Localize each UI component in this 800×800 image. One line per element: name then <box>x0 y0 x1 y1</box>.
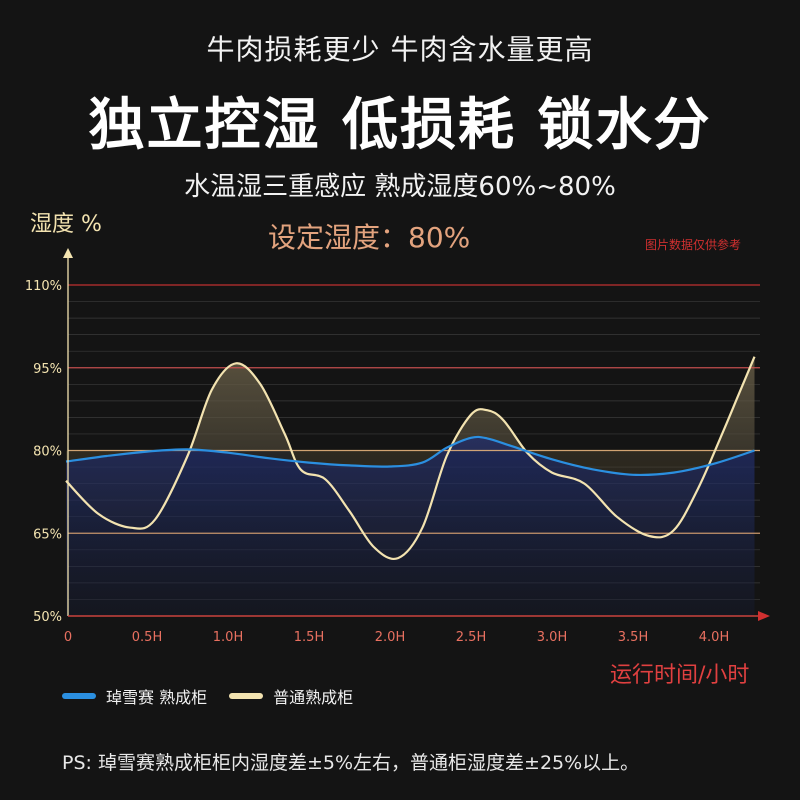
x-tick-label: 2.0H <box>375 630 405 645</box>
y-tick-label: 65% <box>33 527 62 542</box>
x-tick-label: 4.0H <box>699 630 729 645</box>
y-tick-label: 50% <box>33 610 62 625</box>
legend-label-blue: 琸雪赛 熟成柜 <box>106 688 208 707</box>
tagline: 水温湿三重感应 熟成湿度60%~80% <box>184 172 616 202</box>
y-tick-label: 110% <box>25 279 62 294</box>
x-tick-label: 0.5H <box>132 630 162 645</box>
setpoint-annotation: 设定湿度：80% <box>268 221 471 254</box>
x-axis-arrow <box>758 611 770 621</box>
footnote: PS: 琸雪赛熟成柜柜内湿度差±5%左右，普通柜湿度差±25%以上。 <box>62 752 640 774</box>
x-tick-label: 0 <box>64 630 72 645</box>
x-tick-label: 3.0H <box>537 630 567 645</box>
subtitle: 牛肉损耗更少 牛肉含水量更高 <box>206 33 594 66</box>
legend-label-cream: 普通熟成柜 <box>273 688 354 707</box>
y-axis-label: 湿度 % <box>30 212 102 237</box>
x-tick-label: 1.5H <box>294 630 324 645</box>
legend-item-cream: 普通熟成柜 <box>229 684 353 708</box>
chart-legend: 琸雪赛 熟成柜 普通熟成柜 <box>62 684 375 708</box>
x-axis-label: 运行时间/小时 <box>610 663 750 688</box>
legend-item-blue: 琸雪赛 熟成柜 <box>62 684 207 708</box>
series-line-standard <box>65 356 756 560</box>
y-tick-label: 95% <box>33 362 62 377</box>
y-axis-arrow <box>63 248 73 258</box>
y-tick-label: 80% <box>33 445 62 460</box>
x-tick-label: 3.5H <box>618 630 648 645</box>
series-line-zhuoxuesai <box>65 435 755 477</box>
legend-swatch-blue <box>62 693 96 699</box>
disclaimer-note: 图片数据仅供参考 <box>645 238 742 252</box>
x-tick-label: 1.0H <box>213 630 243 645</box>
area-cream <box>66 356 755 559</box>
legend-swatch-cream <box>229 693 264 699</box>
x-tick-label: 2.5H <box>456 630 486 645</box>
page-title: 独立控湿 低损耗 锁水分 <box>88 93 712 158</box>
